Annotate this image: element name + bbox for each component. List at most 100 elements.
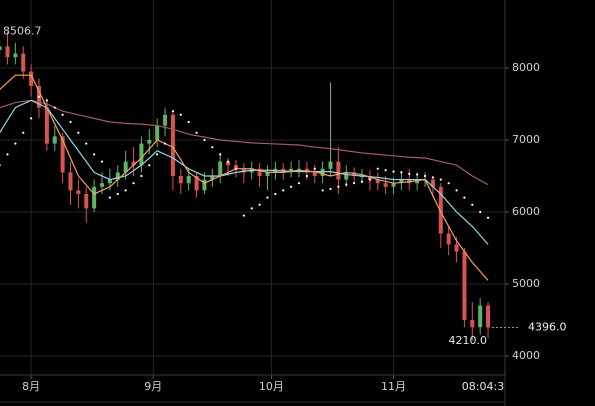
- candle-body: [438, 186, 443, 234]
- sar-dot: [266, 196, 269, 199]
- sar-dot: [282, 189, 285, 192]
- sar-dot: [211, 146, 214, 149]
- sar-dot: [85, 142, 88, 145]
- candle-body: [241, 168, 246, 173]
- candle-body: [446, 233, 451, 245]
- sar-dot: [226, 160, 230, 163]
- time-label: 08:04:3: [462, 380, 504, 393]
- candle-body: [415, 179, 420, 184]
- sar-dot: [408, 172, 411, 175]
- candle-body: [76, 190, 81, 194]
- candle-body: [391, 183, 396, 187]
- candle-body: [5, 46, 10, 58]
- y-tick-label: 8000: [512, 61, 540, 74]
- sar-dot: [376, 167, 379, 170]
- sar-dot: [108, 196, 112, 199]
- sar-dot: [439, 178, 442, 181]
- candle-body: [60, 136, 65, 173]
- candle-body: [486, 305, 491, 328]
- candle-body: [100, 183, 105, 187]
- sar-dot: [486, 216, 490, 219]
- candle-body: [92, 186, 97, 209]
- high-marker-label: 8506.7: [3, 24, 42, 37]
- candle-body: [226, 161, 231, 166]
- sar-dot: [455, 189, 458, 192]
- candle-body: [218, 161, 223, 176]
- y-tick-label: 7000: [512, 133, 540, 146]
- sar-dot: [156, 153, 159, 156]
- candle-body: [399, 179, 404, 184]
- x-tick-label: 11月: [381, 380, 406, 393]
- candle-body: [352, 172, 357, 176]
- sar-dot: [290, 185, 293, 188]
- candle-body: [462, 251, 467, 320]
- sar-dot: [219, 153, 222, 156]
- sar-dot: [305, 174, 308, 178]
- sar-dot: [124, 189, 127, 192]
- sar-dot: [30, 117, 33, 120]
- sar-dot: [0, 164, 1, 167]
- sar-dot: [416, 173, 419, 176]
- candle-body: [320, 168, 325, 176]
- candle-body: [68, 172, 73, 191]
- candle-body: [202, 179, 207, 191]
- sar-dot: [163, 142, 167, 145]
- sar-dot: [345, 183, 348, 186]
- sar-dot: [274, 192, 277, 196]
- sar-dot: [463, 196, 466, 199]
- sar-dot: [22, 131, 25, 134]
- candle-body: [147, 139, 152, 144]
- sar-dot: [471, 203, 474, 206]
- labels: 4000 5000 6000 7000 8000 8月 9月 10月 11月 8506.7 4210…: [3, 24, 567, 393]
- sar-dot: [77, 131, 80, 134]
- sar-dot: [45, 99, 48, 102]
- sar-dot: [116, 192, 119, 196]
- sar-dot: [258, 203, 261, 206]
- candle-body: [170, 114, 175, 176]
- grid: [0, 0, 509, 379]
- y-tick-label: 6000: [512, 205, 540, 218]
- moving-average-line: [0, 74, 489, 281]
- candle-body: [265, 172, 270, 176]
- candle-body: [454, 244, 459, 252]
- candle-body: [383, 183, 388, 187]
- candle-body: [29, 71, 34, 86]
- sar-dot: [297, 182, 301, 185]
- sar-dot: [250, 207, 253, 210]
- last-price-label: 4396.0: [528, 320, 567, 333]
- sar-dot: [179, 113, 182, 116]
- x-tick-label: 9月: [144, 380, 162, 393]
- candle-body: [0, 46, 2, 50]
- candle-body: [131, 161, 136, 166]
- y-tick-label: 5000: [512, 277, 540, 290]
- candle-body: [155, 125, 160, 140]
- candle-body: [115, 172, 120, 180]
- sar-dot: [313, 167, 316, 170]
- sar-dot: [187, 120, 190, 124]
- sar-dot: [93, 153, 96, 156]
- low-marker-label: 4210.0: [449, 334, 488, 347]
- candle-body: [328, 161, 333, 169]
- candle-body: [163, 114, 168, 126]
- sar-dot: [384, 169, 387, 172]
- candle-body: [123, 161, 128, 173]
- sar-dot: [61, 113, 64, 116]
- candle-body: [478, 305, 483, 328]
- candle-body: [312, 172, 317, 176]
- candle-body: [194, 175, 199, 191]
- sar-dot: [140, 174, 143, 178]
- candle-body: [344, 172, 349, 180]
- candle-body: [139, 143, 144, 166]
- candle-body: [178, 175, 183, 184]
- candle-body: [430, 179, 435, 187]
- sar-dot: [479, 210, 482, 214]
- sar-dot: [6, 153, 9, 156]
- sar-dot: [100, 160, 104, 163]
- sar-dot: [69, 120, 72, 124]
- sar-dot: [148, 164, 151, 167]
- candle-body: [375, 179, 380, 184]
- candle-body: [336, 161, 341, 180]
